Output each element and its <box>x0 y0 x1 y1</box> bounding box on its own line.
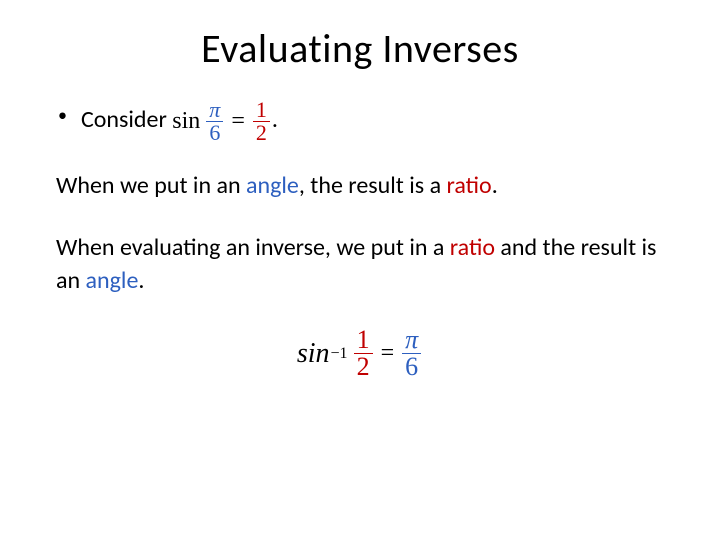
equals-sign: = <box>231 105 245 137</box>
paragraph-1: When we put in an angle, the result is a… <box>56 170 664 202</box>
bullet-consider: • Consider sin π 6 = 1 2 . <box>56 99 664 144</box>
p2-post: . <box>138 266 144 295</box>
eq-angle-fraction: π 6 <box>402 327 421 380</box>
bullet-period: . <box>272 105 278 134</box>
angle-fraction: π 6 <box>206 99 223 144</box>
p1-pre: When we put in an <box>56 171 246 200</box>
paragraph-2: When evaluating an inverse, we put in a … <box>56 232 664 297</box>
angle-den: 6 <box>206 122 223 144</box>
eq-angle-den: 6 <box>402 354 421 380</box>
p1-post: . <box>492 171 498 200</box>
inline-equation: sin π 6 = 1 2 <box>172 99 272 144</box>
eq-ratio-fraction: 1 2 <box>354 327 373 380</box>
slide-title: Evaluating Inverses <box>56 24 664 73</box>
eq-angle-num: π <box>402 327 421 354</box>
eq-ratio-num: 1 <box>354 327 373 354</box>
slide-body: • Consider sin π 6 = 1 2 . When <box>56 99 664 380</box>
eq-ratio-den: 2 <box>354 354 373 380</box>
bullet-content: Consider sin π 6 = 1 2 . <box>81 99 278 144</box>
bullet-lead: Consider <box>81 105 172 134</box>
p1-ratio: ratio <box>447 171 492 200</box>
p2-angle: angle <box>86 266 139 295</box>
ratio-num: 1 <box>253 99 270 122</box>
eq-equals-sign: = <box>381 337 395 369</box>
sin-inverse-function: sin <box>297 335 330 373</box>
ratio-den: 2 <box>253 122 270 144</box>
display-equation: sin−1 1 2 = π 6 <box>56 327 664 380</box>
angle-num: π <box>206 99 223 122</box>
p2-pre: When evaluating an inverse, we put in a <box>56 233 450 262</box>
p1-mid: , the result is a <box>299 171 447 200</box>
inverse-exponent: −1 <box>331 343 348 365</box>
p2-ratio: ratio <box>450 233 495 262</box>
slide: Evaluating Inverses • Consider sin π 6 =… <box>0 0 720 540</box>
sin-function: sin <box>172 105 200 137</box>
ratio-fraction: 1 2 <box>253 99 270 144</box>
bullet-dot-icon: • <box>58 99 67 131</box>
p1-angle: angle <box>246 171 299 200</box>
